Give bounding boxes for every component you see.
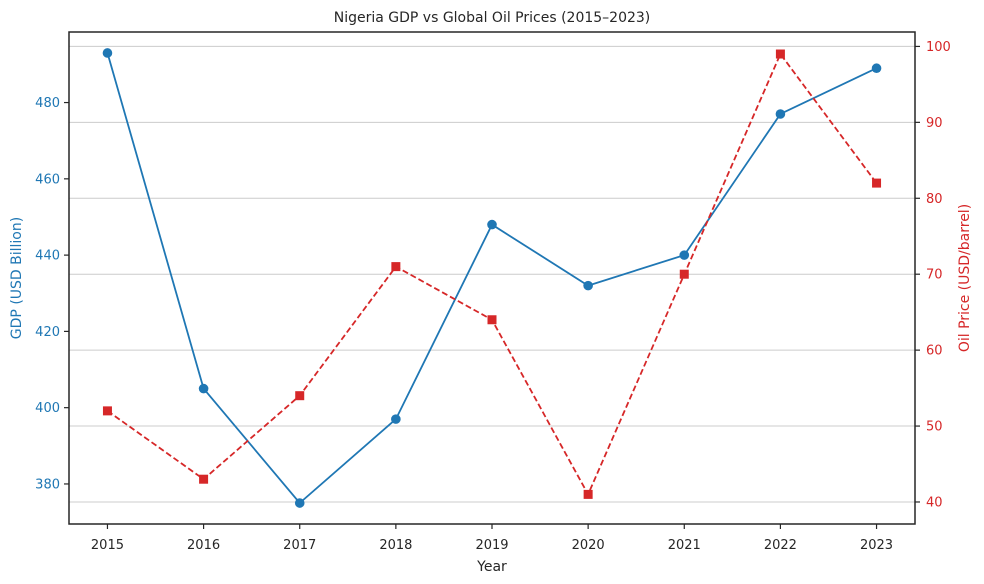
y-axis-left-label: GDP (USD Billion)	[9, 217, 25, 339]
chart-title: Nigeria GDP vs Global Oil Prices (2015–2…	[334, 10, 651, 26]
y-left-tick-label-1: 400	[35, 401, 60, 416]
series-0-point-3	[391, 414, 401, 424]
series-1-point-8	[872, 178, 882, 188]
x-tick-label-5: 2020	[572, 538, 605, 553]
x-tick-label-1: 2016	[187, 538, 220, 553]
x-tick-label-3: 2018	[379, 538, 412, 553]
y-right-tick-label-6: 100	[926, 40, 951, 55]
x-tick-label-4: 2019	[475, 538, 508, 553]
grid	[69, 45, 915, 503]
y-right-tick-label-1: 50	[926, 420, 943, 435]
y-right-tick-label-4: 80	[926, 192, 943, 207]
series-1-point-1	[199, 474, 209, 484]
plot-frame	[68, 31, 916, 525]
series-0-point-2	[294, 498, 305, 508]
y-left-tick-label-3: 440	[35, 249, 60, 264]
x-tick-label-8: 2023	[860, 538, 893, 553]
x-axis-label: Year	[476, 559, 507, 575]
y-right-tick-label-5: 90	[926, 116, 943, 131]
series-1-point-6	[679, 269, 689, 279]
plot-border	[68, 31, 916, 525]
y-left-tick-label-5: 480	[35, 96, 60, 111]
series-1-point-0	[102, 406, 112, 416]
y-left-tick-label-4: 460	[35, 172, 60, 187]
axes: 2015 2016 2017 2018 2019 2020 2021 2022 2023 380 4…	[35, 40, 951, 553]
y-right-tick-label-3: 70	[926, 268, 943, 283]
series-0-line	[106, 52, 877, 505]
y-axis-right-label: Oil Price (USD/barrel)	[957, 204, 973, 352]
series-0-point-5	[583, 280, 593, 291]
y-right-tick-label-2: 60	[926, 344, 943, 359]
series-0-point-0	[102, 48, 113, 58]
x-tick-label-0: 2015	[91, 538, 124, 553]
x-tick-label-7: 2022	[764, 538, 797, 553]
series-0-point-6	[679, 250, 690, 260]
y-right-tick-label-0: 40	[926, 495, 943, 510]
x-tick-label-6: 2021	[668, 538, 701, 553]
series-1-point-3	[391, 262, 401, 272]
series-0-point-7	[775, 109, 786, 119]
series-1-point-7	[775, 49, 785, 59]
series-0-point-4	[487, 219, 497, 230]
series-0-point-1	[198, 383, 209, 394]
series-1-point-5	[583, 489, 593, 499]
x-tick-label-2: 2017	[283, 538, 316, 553]
series-1-point-2	[295, 391, 305, 401]
y-left-tick-label-0: 380	[35, 477, 60, 492]
y-left-tick-label-2: 420	[35, 325, 60, 340]
series-0-point-8	[871, 63, 882, 74]
series-layer	[102, 48, 882, 508]
series-1-point-4	[487, 315, 497, 325]
